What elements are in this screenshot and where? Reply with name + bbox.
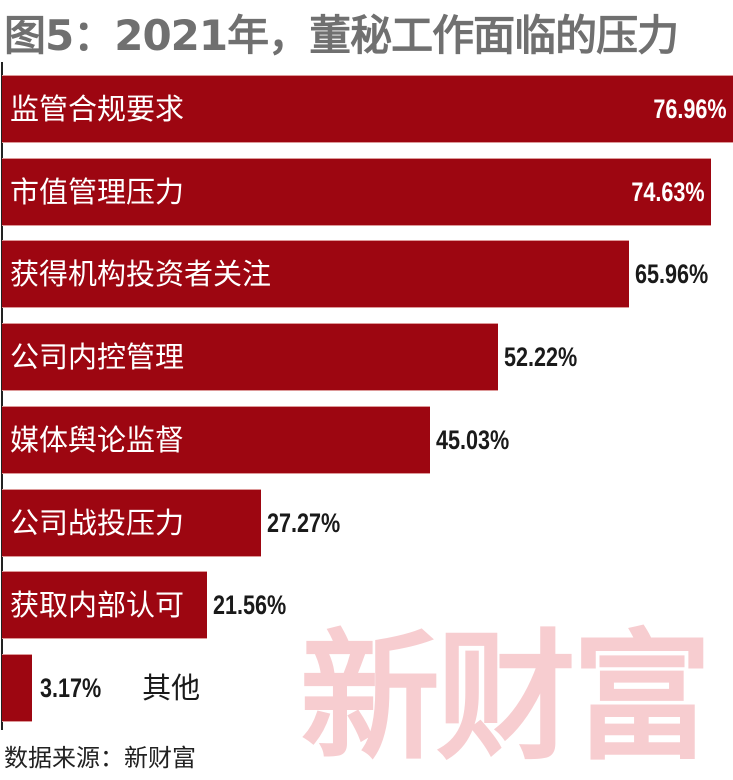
category-label: 其他 xyxy=(142,670,201,705)
bar xyxy=(2,488,262,557)
category-label: 获得机构投资者关注 xyxy=(10,257,272,292)
y-axis-line xyxy=(1,62,3,730)
value-label: 45.03% xyxy=(435,424,509,455)
category-label: 公司内控管理 xyxy=(10,340,185,375)
chart-title: 图5：2021年，董秘工作面临的压力 xyxy=(4,11,679,60)
watermark-logo: 新财富 xyxy=(300,616,712,780)
category-label: 市值管理压力 xyxy=(10,174,185,209)
bar xyxy=(2,75,733,143)
bar xyxy=(2,157,711,226)
bar xyxy=(2,240,629,309)
bar xyxy=(2,323,498,392)
bar xyxy=(2,405,430,474)
bar xyxy=(2,653,33,722)
value-label: 65.96% xyxy=(634,259,708,290)
category-label: 获取内部认可 xyxy=(10,588,185,623)
bar xyxy=(2,571,207,640)
category-label: 监管合规要求 xyxy=(10,92,185,126)
value-label: 27.27% xyxy=(267,507,341,538)
source-note: 数据来源：新财富 xyxy=(4,744,196,772)
value-label: 3.17% xyxy=(40,672,102,703)
value-label: 76.96% xyxy=(653,94,727,124)
value-label: 52.22% xyxy=(504,342,578,373)
category-label: 公司战投压力 xyxy=(10,505,185,540)
category-label: 媒体舆论监督 xyxy=(10,422,185,457)
value-label: 74.63% xyxy=(631,176,705,207)
value-label: 21.56% xyxy=(212,590,287,621)
